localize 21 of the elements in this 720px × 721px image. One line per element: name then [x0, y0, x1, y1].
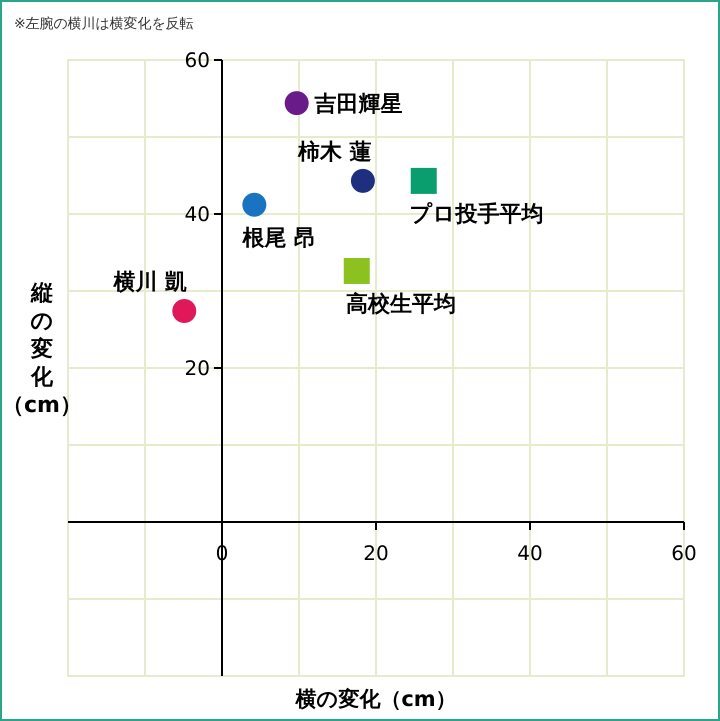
- x-tick-label: 60: [671, 541, 697, 565]
- series-label: プロ投手平均: [410, 202, 544, 227]
- point: [172, 299, 196, 324]
- series-label: 柿木 蓮: [297, 140, 372, 165]
- x-axis-title: 横の変化（cm）: [294, 687, 457, 711]
- text: ※左腕の横川は横変化を反転: [14, 16, 194, 32]
- series-label: 高校生平均: [346, 290, 456, 317]
- y-tick-label: 60: [184, 48, 210, 72]
- point: [344, 258, 370, 284]
- x-tick-label: 20: [363, 541, 389, 565]
- series-label: 横川 凱: [112, 270, 188, 296]
- point: [350, 168, 375, 193]
- y-tick-label: 40: [184, 202, 210, 226]
- series-label: 吉田輝星: [314, 92, 403, 118]
- y-axis-title: 縦の変化（cm）: [2, 281, 82, 418]
- point: [410, 168, 437, 194]
- point: [242, 192, 266, 217]
- y-tick-label: 20: [184, 356, 210, 380]
- series-label: 根尾 昂: [241, 226, 316, 251]
- x-tick-label: 40: [517, 541, 543, 565]
- point: [284, 91, 309, 116]
